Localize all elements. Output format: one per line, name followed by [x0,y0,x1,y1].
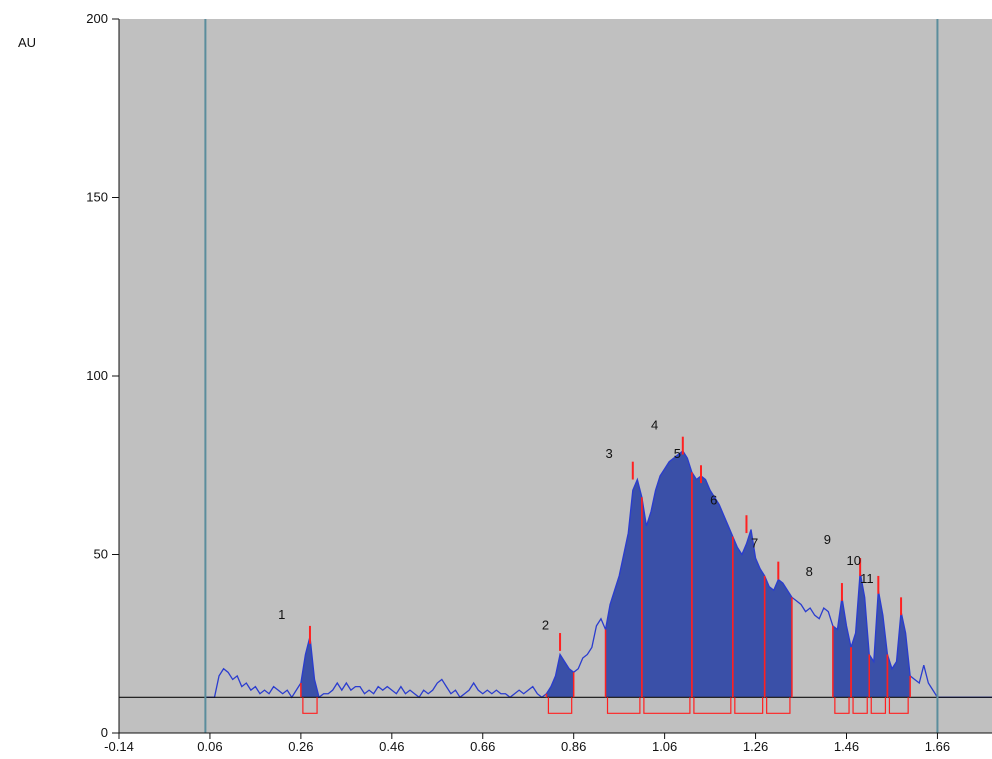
x-tick-label: 1.66 [925,739,950,754]
x-tick-label: 0.26 [288,739,313,754]
integration-bracket [888,697,909,714]
peak-fill-1 [300,636,320,698]
peak-fill-6 [732,529,765,698]
peak-mark-2 [545,633,575,714]
peak-label-7: 7 [751,535,758,550]
x-tick-label: 0.06 [197,739,222,754]
x-tick-label: 0.86 [561,739,586,754]
peak-mark-11 [886,597,911,714]
peak-label-1: 1 [278,607,285,622]
peak-fill-7 [764,575,792,698]
plot-area [119,19,992,733]
integration-bracket [643,697,691,714]
peak-label-8: 8 [806,564,813,579]
integration-bracket [693,697,732,714]
x-tick-label: -0.14 [104,739,134,754]
peak-fill-4 [641,450,692,698]
peak-labels: 1 2 3 4 5 6 7 8 9 10 11 [278,418,874,633]
peak-fill-3 [605,479,642,698]
y-axis-label: AU [18,35,36,50]
integration-bracket [734,697,764,714]
peak-label-5: 5 [674,446,681,461]
axes: 0 50 100 150 200 -0.14 0.06 0.26 0.46 0.66 0.86 1.0… [86,11,992,754]
peak-mark-1 [300,625,318,714]
peak-label-9: 9 [824,532,831,547]
y-tick-label: 150 [86,190,108,205]
signal-trace [205,450,992,699]
peak-fill-8 [832,597,852,698]
y-tick-label: 200 [86,11,108,26]
x-tick-label: 0.46 [379,739,404,754]
peak-label-4: 4 [651,418,658,433]
y-tick-label: 50 [94,547,108,562]
peak-label-3: 3 [606,446,613,461]
peak-fill-areas [300,450,911,698]
peak-fill-11 [887,611,911,698]
integration-bracket [302,697,318,714]
integration-bracket [766,697,791,714]
integration-bracket [834,697,850,714]
peak-label-2: 2 [542,617,549,632]
integration-bracket [547,697,573,714]
y-tick-label: 100 [86,368,108,383]
peak-marks [300,436,911,714]
integration-bracket [852,697,868,714]
peak-mark-7 [763,561,793,714]
x-tick-label: 1.06 [652,739,677,754]
integration-bracket [606,697,641,714]
integration-bracket [870,697,887,714]
y-tick-label: 0 [101,725,108,740]
peak-fill-5 [691,472,733,698]
x-tick-label: 1.46 [834,739,859,754]
peak-label-10: 10 [847,553,861,568]
peak-label-11: 11 [860,571,874,586]
x-tick-label: 0.66 [470,739,495,754]
peak-label-6: 6 [710,493,717,508]
x-tick-label: 1.26 [743,739,768,754]
